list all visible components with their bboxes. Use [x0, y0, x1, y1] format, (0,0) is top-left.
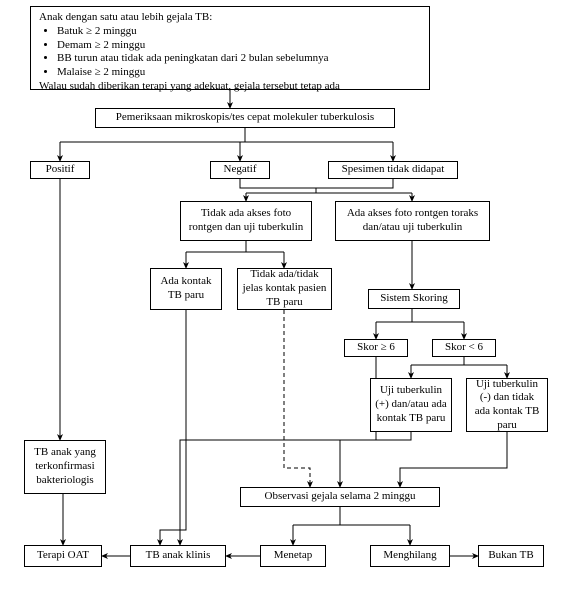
node-bukan-tb: Bukan TB: [478, 545, 544, 567]
node-test: Pemeriksaan mikroskopis/tes cepat moleku…: [95, 108, 395, 128]
node-start: Anak dengan satu atau lebih gejala TB: B…: [30, 6, 430, 90]
node-tidak-kontak: Tidak ada/tidak jelas kontak pasien TB p…: [237, 268, 332, 310]
node-ada-kontak: Ada kontak TB paru: [150, 268, 222, 310]
node-negatif: Negatif: [210, 161, 270, 179]
edge: [284, 310, 310, 487]
node-skoring: Sistem Skoring: [368, 289, 460, 309]
node-skor-ge6: Skor ≥ 6: [344, 339, 408, 357]
node-terapi: Terapi OAT: [24, 545, 102, 567]
node-menetap: Menetap: [260, 545, 326, 567]
start-bullet: Demam ≥ 2 minggu: [57, 39, 421, 53]
start-title: Anak dengan satu atau lebih gejala TB:: [39, 11, 421, 25]
node-positif: Positif: [30, 161, 90, 179]
node-uji-pos: Uji tuberkulin (+) dan/atau ada kontak T…: [370, 378, 452, 432]
node-access: Ada akses foto rontgen toraks dan/atau u…: [335, 201, 490, 241]
node-menghilang: Menghilang: [370, 545, 450, 567]
edge: [240, 179, 393, 188]
start-bullet: Batuk ≥ 2 minggu: [57, 25, 421, 39]
start-bullet-list: Batuk ≥ 2 minggu Demam ≥ 2 minggu BB tur…: [57, 25, 421, 80]
start-footer: Walau sudah diberikan terapi yang adekua…: [39, 80, 421, 94]
node-observasi: Observasi gejala selama 2 minggu: [240, 487, 440, 507]
node-uji-neg: Uji tuberkulin (-) dan tidak ada kontak …: [466, 378, 548, 432]
edge: [400, 432, 507, 487]
flowchart-canvas: Anak dengan satu atau lebih gejala TB: B…: [0, 0, 563, 600]
node-tb-klinis: TB anak klinis: [130, 545, 226, 567]
start-bullet: BB turun atau tidak ada peningkatan dari…: [57, 52, 421, 66]
edge: [160, 310, 186, 545]
node-konfirmasi: TB anak yang terkonfirmasi bakteriologis: [24, 440, 106, 494]
node-skor-lt6: Skor < 6: [432, 339, 496, 357]
node-no-access: Tidak ada akses foto rontgen dan uji tub…: [180, 201, 312, 241]
node-spesimen: Spesimen tidak didapat: [328, 161, 458, 179]
start-bullet: Malaise ≥ 2 minggu: [57, 66, 421, 80]
